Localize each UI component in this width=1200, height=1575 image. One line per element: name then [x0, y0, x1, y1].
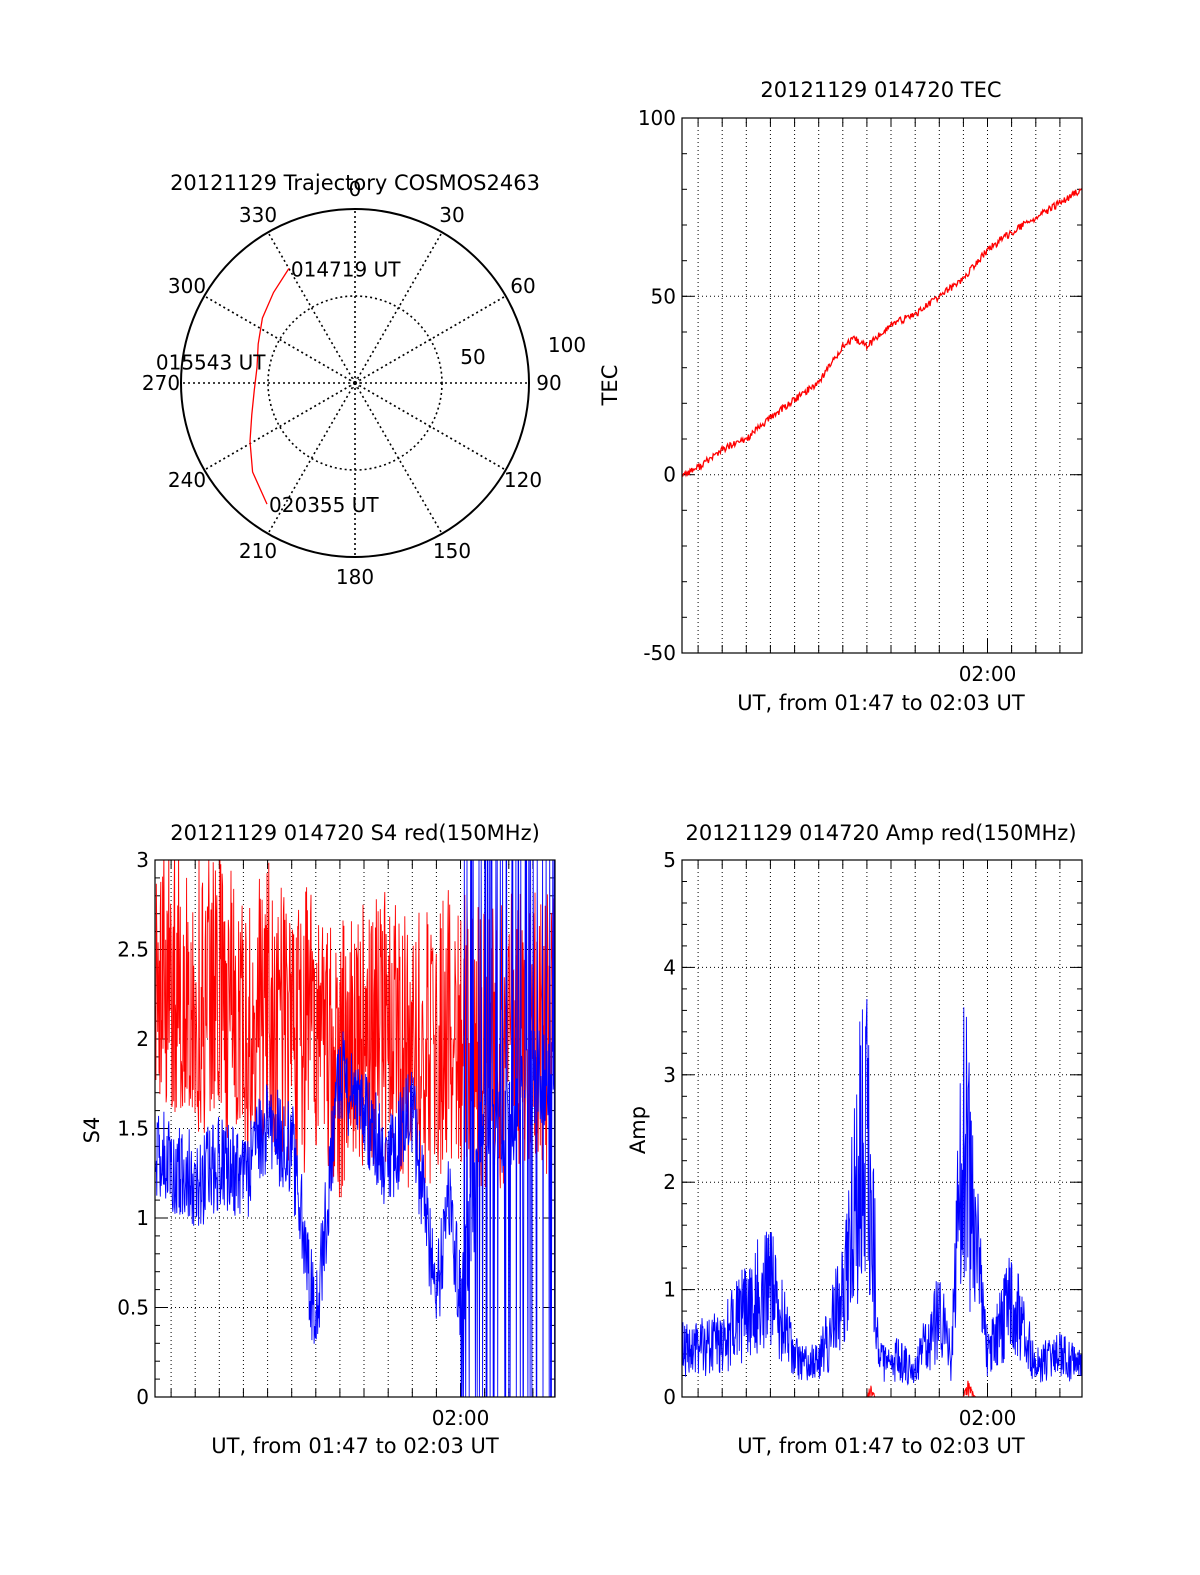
- plot-frame: [154, 859, 556, 1398]
- polar-angle-label: 210: [239, 539, 277, 563]
- y-tick-label: 1: [663, 1278, 676, 1302]
- y-tick-label: 5: [663, 848, 676, 872]
- s4-title: 20121129 014720 S4 red(150MHz): [170, 821, 540, 845]
- polar-spoke-330: [267, 231, 356, 384]
- polar-angle-label: 240: [168, 468, 206, 492]
- s4-ylabel: S4: [80, 1117, 104, 1144]
- y-tick-label: 100: [638, 106, 676, 130]
- polar-angle-label: 330: [239, 203, 277, 227]
- y-tick-label: 4: [663, 955, 676, 979]
- polar-outer-circle: [180, 208, 530, 558]
- polar-angle-labels: 0 30 60 90 120 150 180 210 240 270 300 330: [142, 177, 562, 589]
- polar-track-line: [249, 268, 290, 505]
- amp-chart: 20121129 014720 Amp red(150MHz) Amp UT, …: [626, 821, 1083, 1458]
- polar-track-label: 020355 UT: [269, 493, 379, 517]
- series-line-blue: [155, 860, 555, 1397]
- polar-spoke-60: [354, 295, 507, 384]
- polar-track: 014719 UT 015543 UT 020355 UT: [156, 257, 401, 517]
- series-line-red: [682, 188, 1082, 478]
- polar-spoke-300: [203, 295, 356, 384]
- y-tick-label: 50: [651, 284, 676, 308]
- y-tick-label: 3: [663, 1063, 676, 1087]
- tec-ylabel: TEC: [598, 365, 622, 407]
- tec-chart: 20121129 014720 TEC TEC UT, from 01:47 t…: [598, 78, 1083, 715]
- x-tick-label: 02:00: [959, 1406, 1017, 1430]
- polar-angle-label: 0: [349, 177, 362, 201]
- amp-xlabel: UT, from 01:47 to 02:03 UT: [737, 1434, 1025, 1458]
- polar-radius-labels: 50 100: [460, 333, 586, 369]
- y-tick-label: 0: [136, 1385, 149, 1409]
- polar-title: 20121129 Trajectory COSMOS2463: [170, 171, 540, 195]
- y-tick-label: 2: [663, 1170, 676, 1194]
- series-line-red: [682, 1380, 1082, 1397]
- y-tick-label: 0: [663, 463, 676, 487]
- polar-radius-label: 50: [460, 345, 485, 369]
- polar-angle-label: 180: [336, 565, 374, 589]
- y-tick-label: 1.5: [117, 1117, 149, 1141]
- polar-angle-label: 90: [536, 371, 561, 395]
- polar-angle-label: 30: [439, 203, 464, 227]
- polar-spoke-210: [267, 382, 356, 535]
- polar-angle-label: 120: [504, 468, 542, 492]
- polar-spoke-30: [354, 231, 443, 384]
- polar-angle-label: 150: [433, 539, 471, 563]
- plot-frame: [681, 117, 1083, 654]
- s4-xlabel: UT, from 01:47 to 02:03 UT: [211, 1434, 499, 1458]
- plot-frame: [681, 859, 1083, 1398]
- amp-ylabel: Amp: [626, 1106, 650, 1154]
- y-tick-label: -50: [643, 641, 676, 665]
- y-tick-label: 1: [136, 1206, 149, 1230]
- polar-spoke-120: [354, 382, 507, 471]
- polar-trajectory-chart: 20121129 Trajectory COSMOS2463 0 30 60 90 12…: [142, 171, 586, 589]
- polar-track-label: 014719 UT: [291, 257, 401, 281]
- polar-track-label: 015543 UT: [156, 351, 266, 375]
- tec-xlabel: UT, from 01:47 to 02:03 UT: [737, 691, 1025, 715]
- y-tick-label: 0: [663, 1385, 676, 1409]
- series-line-blue: [682, 998, 1082, 1386]
- polar-radius-label: 100: [548, 333, 586, 357]
- y-tick-label: 0.5: [117, 1296, 149, 1320]
- y-tick-label: 2: [136, 1027, 149, 1051]
- y-tick-label: 3: [136, 848, 149, 872]
- polar-angle-label: 60: [510, 274, 535, 298]
- amp-title: 20121129 014720 Amp red(150MHz): [685, 821, 1076, 845]
- tec-title: 20121129 014720 TEC: [760, 78, 1001, 102]
- polar-angle-label: 300: [168, 274, 206, 298]
- x-tick-label: 02:00: [959, 662, 1017, 686]
- polar-spoke-240: [203, 382, 356, 471]
- s4-chart: 20121129 014720 S4 red(150MHz) S4 UT, fr…: [80, 821, 556, 1458]
- polar-angle-label: 270: [142, 371, 180, 395]
- x-tick-label: 02:00: [432, 1406, 490, 1430]
- y-tick-label: 2.5: [117, 938, 149, 962]
- polar-spoke-150: [354, 382, 443, 535]
- polar-grid: [180, 208, 530, 558]
